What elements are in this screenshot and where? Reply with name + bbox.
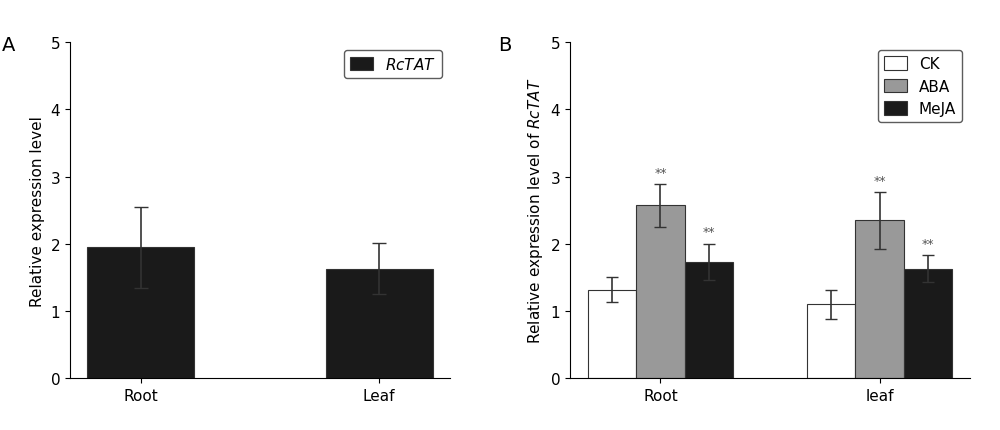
Bar — [636, 206, 685, 378]
Bar — [588, 290, 636, 378]
Text: B: B — [498, 36, 511, 55]
Legend: CK, ABA, MeJA: CK, ABA, MeJA — [878, 51, 962, 123]
Legend: $\it{RcTAT}$: $\it{RcTAT}$ — [344, 51, 442, 79]
Text: **: ** — [873, 174, 886, 187]
Bar — [904, 269, 952, 378]
Text: **: ** — [921, 237, 934, 250]
Bar — [685, 262, 733, 378]
Bar — [807, 304, 855, 378]
Bar — [855, 221, 904, 378]
Y-axis label: Relative expression level of $\it{RcTAT}$: Relative expression level of $\it{RcTAT}… — [526, 78, 545, 344]
Text: **: ** — [702, 226, 715, 239]
Text: A: A — [2, 36, 15, 55]
Y-axis label: Relative expression level: Relative expression level — [30, 116, 45, 306]
Text: **: ** — [654, 166, 667, 179]
Bar — [326, 269, 433, 378]
Bar — [87, 248, 194, 378]
